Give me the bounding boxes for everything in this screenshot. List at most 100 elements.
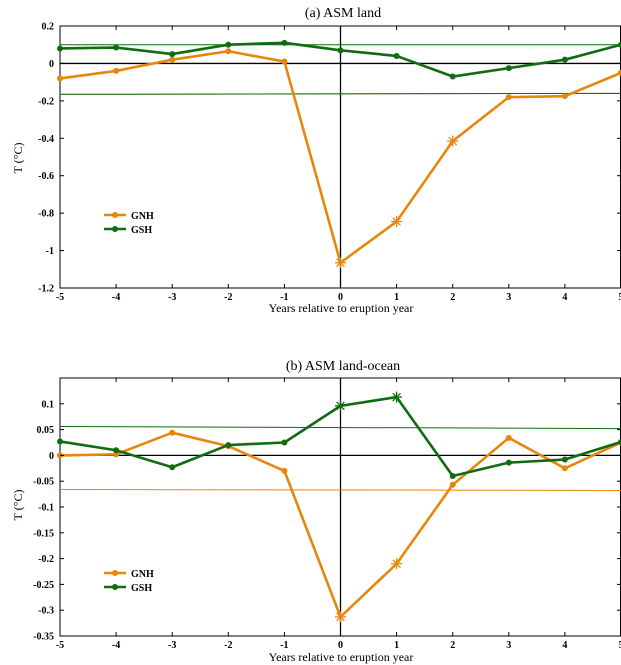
panel-a-data-point-gsh <box>618 41 621 48</box>
panel-a-ytick-label: -0.4 <box>38 134 54 145</box>
panel-a-xtick-label: -3 <box>168 292 176 303</box>
panel-b-ticks: -5 -4 -3 -2 -1 0 1 2 3 4 5 0.1 0.05 0 -0.05 -0.1 -0.15 -0… <box>33 378 621 651</box>
panel-a-title: (a) ASM land <box>305 6 381 21</box>
panel-b-asm-land-ocean: (b) ASM land-ocean -5 -4 -3 -2 -1 0 1 2 3 4 5 0.1 0.… <box>11 359 621 664</box>
panel-a-data-point-gnh <box>113 67 120 74</box>
panel-b-xtick-label: 0 <box>338 640 343 651</box>
panel-b-threshold-lines <box>59 426 621 491</box>
panel-b-data-point-gnh <box>561 465 568 472</box>
panel-b-ytick-label: -0.2 <box>38 554 54 565</box>
panel-a-data-point-gsh <box>393 52 400 59</box>
panel-a-ytick-label: -1.2 <box>38 284 54 295</box>
panel-b-data-point-gsh <box>57 438 63 445</box>
panel-a-threshold-lines <box>59 44 621 95</box>
panel-b-xtick-label: 4 <box>562 640 567 651</box>
legend-gnh-marker <box>112 212 118 218</box>
panel-a-data-point-gsh <box>561 56 568 63</box>
panel-b-xtick-label: 5 <box>619 640 621 651</box>
panel-b-data-point-gsh <box>169 464 176 471</box>
panel-a-data-point-gnh <box>561 93 568 100</box>
panel-a-ticks: -5 -4 -3 -2 -1 0 1 2 3 4 5 0.2 0 -0.2 -0.4 -0.6 -0.8 -1 -1… <box>38 22 621 303</box>
panel-b-threshold-gsh <box>59 426 621 430</box>
panel-a-asm-land: (a) ASM land -5 -4 -3 -2 -1 0 1 2 3 4 5 0.2 0 -0.2 -0.… <box>11 6 621 315</box>
panel-a-data-point-gnh <box>225 48 232 55</box>
panel-a-series <box>57 39 621 269</box>
panel-a-significant-marker-gnh <box>391 216 403 228</box>
panel-a-significant-marker-gnh <box>335 257 346 269</box>
panel-a-xtick-label: 0 <box>338 292 343 303</box>
panel-a-data-point-gsh <box>281 39 288 46</box>
panel-a-xtick-label: 3 <box>506 292 511 303</box>
panel-a-xtick-label: 1 <box>394 292 399 303</box>
panel-b-xtick-label: -3 <box>168 640 176 651</box>
panel-b-threshold-gnh <box>59 488 621 491</box>
panel-a-xtick-label: -1 <box>280 292 288 303</box>
panel-a-xtick-label: 2 <box>450 292 455 303</box>
panel-a-ytick-label: -0.6 <box>38 171 54 182</box>
panel-b-significant-marker-gnh <box>335 611 346 623</box>
panel-b-data-point-gsh <box>113 447 120 454</box>
panel-b-xtick-label: -5 <box>56 640 64 651</box>
panel-b-data-point-gnh <box>281 467 288 474</box>
panel-a-data-point-gsh <box>57 45 63 52</box>
panel-a-xlabel: Years relative to eruption year <box>269 301 414 315</box>
panel-b-xtick-label: 3 <box>506 640 511 651</box>
panel-b-ytick-label: 0 <box>49 451 54 462</box>
panel-a-ylabel: T (°C) <box>11 143 25 174</box>
panel-a-ytick-label: -0.2 <box>38 96 54 107</box>
legend-gnh-label: GNH <box>131 569 154 580</box>
panel-b-xtick-label: -4 <box>112 640 120 651</box>
panel-a-data-point-gsh <box>113 44 120 51</box>
panel-b-data-point-gsh <box>449 473 456 480</box>
panel-a-xtick-label: -4 <box>112 292 120 303</box>
panel-b-ytick-label: -0.15 <box>33 528 54 539</box>
panel-a-xtick-label: -2 <box>224 292 232 303</box>
panel-b-significant-marker-gnh <box>391 558 403 570</box>
panel-b-ylabel: T (°C) <box>11 490 25 521</box>
legend-gsh-marker <box>112 226 118 232</box>
panel-b-ytick-label: 0.1 <box>42 399 55 410</box>
panel-a-legend: GNH GSH <box>104 211 154 236</box>
panel-a-data-point-gsh <box>449 73 456 80</box>
panel-a-data-point-gsh <box>169 51 176 58</box>
panel-a-data-point-gsh <box>505 65 512 72</box>
panel-a-threshold-gsh <box>59 92 621 95</box>
panel-b-ytick-label: -0.3 <box>38 606 54 617</box>
panel-b-ytick-label: 0.05 <box>37 425 55 436</box>
panel-b-data-point-gnh <box>169 429 176 436</box>
panel-b-significant-marker-gsh <box>335 400 346 412</box>
panel-a-data-point-gnh <box>505 94 512 101</box>
panel-a-data-point-gnh <box>57 75 63 82</box>
legend-gsh-label: GSH <box>131 225 152 236</box>
legend-gnh-label: GNH <box>131 211 154 222</box>
panel-b-data-point-gnh <box>505 434 512 441</box>
panel-a-data-point-gnh <box>281 58 288 65</box>
panel-b-data-point-gsh <box>505 459 512 466</box>
panel-b-data-point-gsh <box>561 456 568 463</box>
panel-b-series <box>57 391 621 623</box>
panel-b-significant-marker-gsh <box>391 391 403 403</box>
legend-gsh-marker <box>112 584 118 590</box>
panel-a-ytick-label: 0.2 <box>42 22 55 33</box>
panel-a-xtick-label: 5 <box>619 292 621 303</box>
panel-a-ytick-label: -1 <box>46 246 54 257</box>
panel-b-xtick-label: -1 <box>280 640 288 651</box>
panel-a-data-point-gsh <box>225 41 232 48</box>
panel-b-ytick-label: -0.05 <box>33 477 54 488</box>
panel-a-data-point-gnh <box>169 56 176 63</box>
panel-b-ytick-label: -0.1 <box>38 503 54 514</box>
panel-b-xtick-label: -2 <box>224 640 232 651</box>
panel-b-ytick-label: -0.35 <box>33 632 54 643</box>
panel-b-data-point-gnh <box>449 481 456 488</box>
panel-a-significant-marker-gnh <box>447 135 459 147</box>
panel-b-legend: GNH GSH <box>104 569 154 594</box>
panel-a-ytick-label: -0.8 <box>38 209 54 220</box>
panel-b-xtick-label: 1 <box>394 640 399 651</box>
panel-a-xtick-label: 4 <box>562 292 567 303</box>
panel-b-title: (b) ASM land-ocean <box>286 359 400 374</box>
panel-a-data-point-gsh <box>337 47 344 54</box>
panel-b-xtick-label: 2 <box>450 640 455 651</box>
panel-a-data-point-gnh <box>618 69 621 76</box>
panel-b-data-point-gsh <box>281 439 288 446</box>
